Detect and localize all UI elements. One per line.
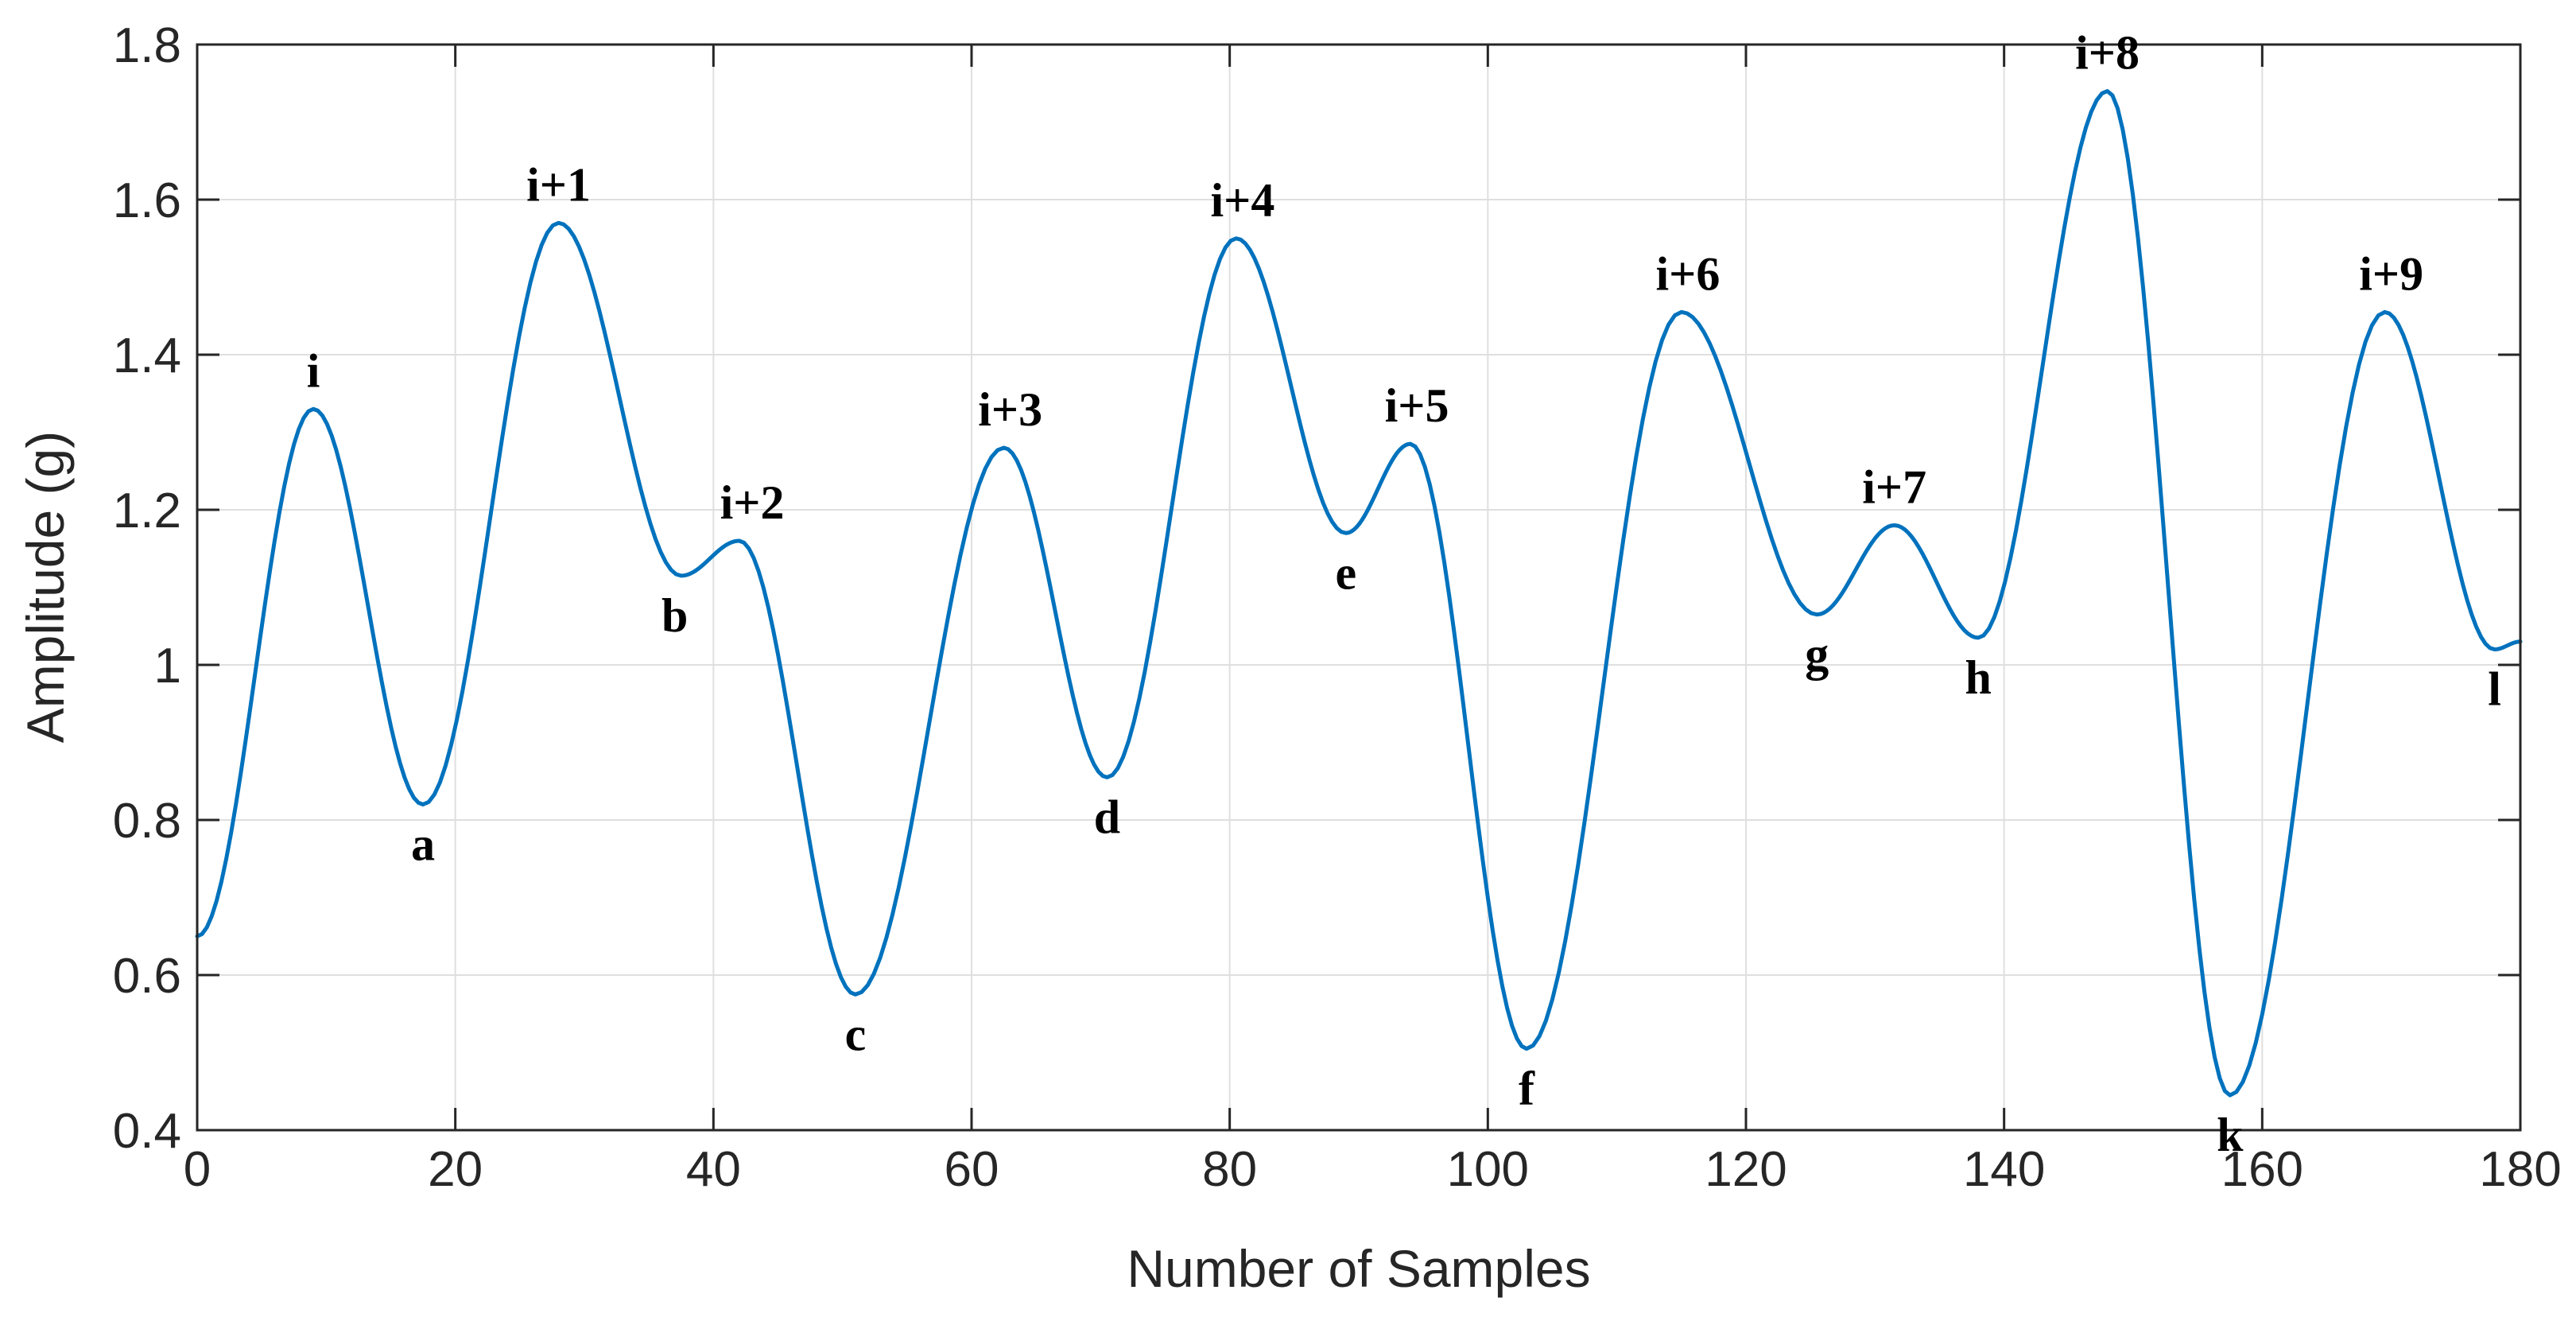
y-tick-label: 1.2: [113, 484, 181, 538]
y-tick-label: 1.8: [113, 18, 181, 73]
y-tick-label: 1.4: [113, 328, 181, 383]
point-annotation: i+1: [526, 158, 591, 211]
y-tick-label: 1: [154, 639, 181, 694]
series-layer: [195, 89, 2523, 1098]
x-tick-label: 0: [184, 1142, 211, 1197]
point-annotation: h: [1965, 651, 1992, 704]
point-annotation: i+2: [720, 476, 785, 529]
x-tick-label: 100: [1447, 1142, 1529, 1197]
x-tick-label: 160: [2221, 1142, 2303, 1197]
point-annotation: i+6: [1656, 247, 1721, 300]
y-tick-label: 1.6: [113, 173, 181, 228]
point-annotation: d: [1094, 791, 1120, 843]
tick-labels: 0 20 40 60 80 100 120 140 160 180 0.4 0.6 0.8 1 1.2 1.4…: [113, 18, 2562, 1197]
annotations: i a i+1 b i+2 c i+3 d i+4 e i+5 f i+6 g i+7 h i+8 k i+9 l: [307, 27, 2501, 1162]
point-annotation: i+5: [1385, 379, 1449, 432]
point-annotation: l: [2488, 663, 2501, 716]
point-annotation: i+8: [2075, 27, 2140, 80]
point-annotation: k: [2217, 1109, 2244, 1161]
y-axis-label: Amplitude (g): [16, 431, 75, 744]
point-annotation: i+3: [978, 383, 1042, 436]
x-axis-label: Number of Samples: [1127, 1239, 1590, 1298]
ticks: [196, 43, 2522, 1132]
point-annotation: a: [411, 818, 435, 871]
point-annotation: i+4: [1210, 174, 1274, 227]
point-annotation: i+9: [2359, 247, 2423, 300]
series-line: [195, 89, 2523, 1098]
point-annotation: e: [1335, 546, 1356, 599]
point-annotation: i: [307, 344, 320, 397]
x-tick-label: 140: [1963, 1142, 2045, 1197]
x-tick-label: 20: [428, 1142, 483, 1197]
x-tick-label: 40: [686, 1142, 741, 1197]
point-annotation: c: [845, 1008, 867, 1060]
y-tick-label: 0.6: [113, 949, 181, 1004]
x-tick-label: 180: [2479, 1142, 2561, 1197]
y-tick-label: 0.8: [113, 794, 181, 849]
axes-frame: [196, 43, 2522, 1132]
point-annotation: g: [1805, 628, 1829, 681]
point-annotation: b: [661, 589, 688, 642]
x-tick-label: 60: [945, 1142, 999, 1197]
y-tick-label: 0.4: [113, 1104, 181, 1159]
plot-area: [197, 45, 2520, 1130]
x-tick-label: 120: [1705, 1142, 1787, 1197]
point-annotation: f: [1519, 1063, 1535, 1115]
x-tick-label: 80: [1202, 1142, 1257, 1197]
point-annotation: i+7: [1862, 461, 1926, 514]
